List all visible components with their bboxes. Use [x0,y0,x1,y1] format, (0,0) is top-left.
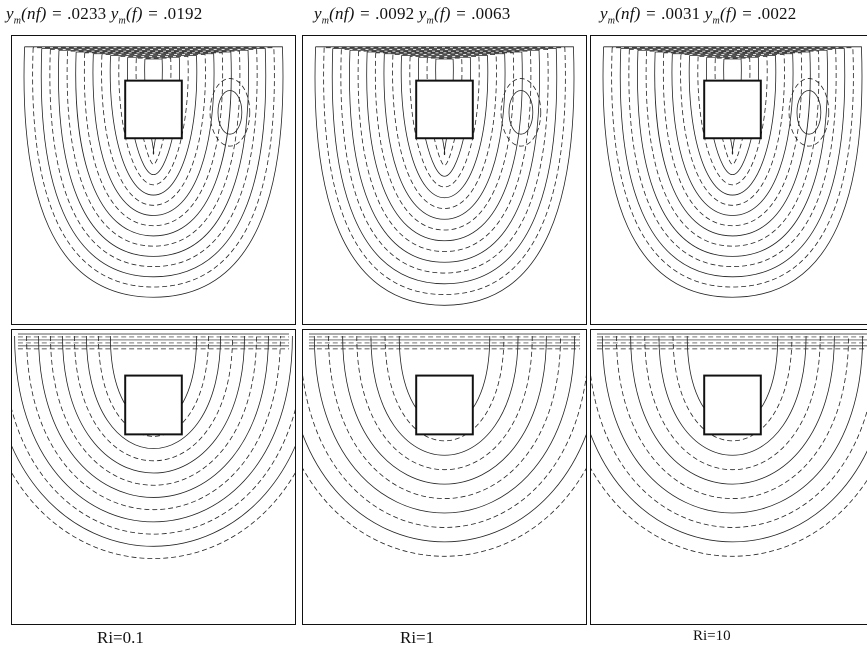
isotherm-solid [12,445,295,547]
isotherm-dashed [672,335,793,442]
streamline-solid [75,51,232,237]
isotherm-plot [12,333,295,559]
streamline-dashed [118,55,189,186]
eddy-solid [796,90,822,135]
streamline-solid [109,55,198,196]
streamline-panel-ri-1 [302,35,587,325]
streamline-solid [654,51,811,237]
streamline-plot [314,46,575,306]
square-obstacle [415,374,474,436]
eddy-dashed [500,78,542,147]
psi-f-value-2: .0063 [471,4,511,23]
streamline-dashed [357,50,532,252]
isotherm-panel-ri-0-1 [11,329,296,625]
streamline-solid [619,48,846,278]
eddy-dashed [788,78,830,147]
square-obstacle [124,374,183,436]
streamline-solid [314,46,575,306]
eddy-dashed [209,78,251,147]
square-obstacle [124,79,183,140]
header-col-3: ym(nf) = .0031 ym(f) = .0022 [600,4,797,27]
psi-f-value-1: .0192 [163,4,203,23]
isotherm-solid [591,433,867,543]
isotherm-solid [86,335,221,449]
streamline-dashed [32,47,275,288]
psi-nf-value-3: .0031 [661,4,701,23]
square-obstacle [703,374,762,436]
isotherm-dashed [74,335,233,461]
streamline-plot [602,46,863,298]
isotherm-dashed [12,409,295,535]
isotherm-dashed [303,467,586,557]
streamline-plot [23,46,284,298]
streamline-dashed [680,54,785,206]
streamline-dashed [374,52,515,231]
streamline-dashed [323,47,566,295]
isotherm-dashed [384,335,505,442]
eddy-solid [217,90,243,135]
streamline-solid [366,51,523,242]
isotherm-dashed [12,472,295,559]
isotherm-solid [303,433,586,543]
isotherm-panel-ri-10 [590,329,867,625]
streamline-solid [400,55,489,199]
streamline-solid [23,46,284,298]
caption-ri-0-1: Ri=0.1 [97,628,144,647]
isotherm-solid [313,335,576,514]
isotherm-solid [14,335,293,523]
isotherm-dashed [328,335,561,499]
streamline-solid [383,53,506,220]
streamline-dashed [645,50,820,247]
isotherm-panel-ri-1 [302,329,587,625]
streamline-dashed [83,52,224,227]
streamline-solid [349,49,540,263]
streamline-dashed [409,55,480,188]
isotherm-solid [601,335,864,514]
psi-f-value-3: .0022 [757,4,797,23]
isotherm-plot [591,333,867,557]
streamline-dashed [611,47,854,288]
psi-nf-value-1: .0233 [67,4,107,23]
eddy-solid [508,90,534,135]
square-obstacle [703,79,762,140]
header-col-1: ym(nf) = .0233 ym(f) = .0192 [6,4,203,27]
isotherm-dashed [644,335,821,471]
header-col-2: ym(nf) = .0092 ym(f) = .0063 [314,4,511,27]
streamline-panel-ri-0-1 [11,35,296,325]
streamline-panel-ri-10 [590,35,867,325]
caption-ri-1: Ri=1 [400,628,435,647]
isotherm-dashed [50,335,257,486]
streamline-solid [331,48,558,285]
isotherm-dashed [303,372,586,528]
isotherm-solid [62,335,245,474]
isotherm-solid [370,335,519,456]
streamline-solid [637,49,828,257]
streamline-solid [40,48,267,278]
square-obstacle [415,79,474,140]
isotherm-dashed [26,335,281,510]
streamline-solid [58,49,249,257]
isotherm-dashed [616,335,849,499]
streamline-dashed [392,54,497,209]
psi-nf-value-2: .0092 [375,4,415,23]
streamline-dashed [66,50,241,247]
streamline-dashed [101,54,206,206]
isotherm-plot [303,333,586,557]
streamline-dashed [697,55,768,186]
isotherm-solid [658,335,807,456]
isotherm-dashed [356,335,533,471]
streamline-dashed [662,52,803,227]
streamline-solid [671,53,794,216]
streamline-solid [688,55,777,196]
streamline-dashed [340,49,549,274]
streamline-solid [92,53,215,216]
caption-ri-10: Ri=10 [693,628,731,644]
streamline-solid [602,46,863,298]
isotherm-dashed [591,372,867,528]
isotherm-dashed [591,467,867,557]
